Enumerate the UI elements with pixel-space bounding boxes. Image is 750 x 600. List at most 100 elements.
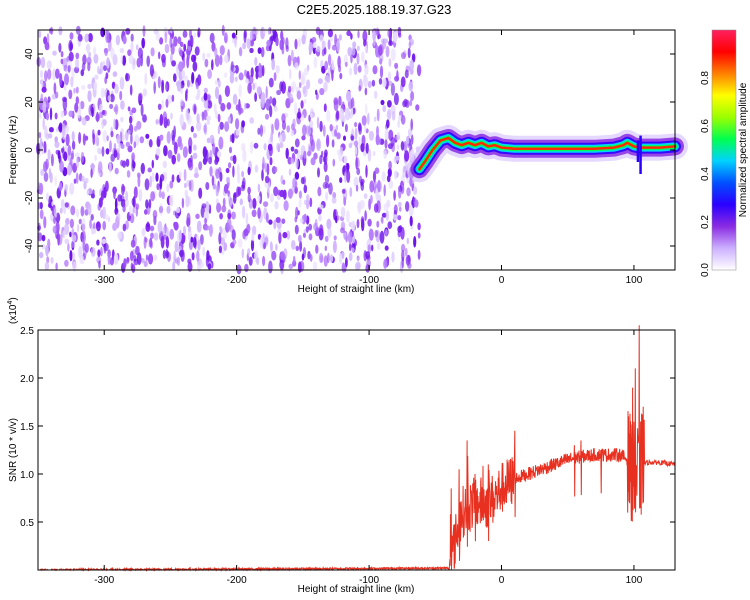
noise-cell	[367, 218, 372, 227]
noise-cell	[215, 168, 220, 179]
noise-cell	[319, 224, 324, 236]
noise-cell	[180, 99, 184, 107]
noise-cell	[65, 133, 70, 146]
noise-cell	[166, 131, 171, 144]
noise-cell	[67, 164, 72, 176]
noise-cell	[392, 214, 398, 221]
noise-cell	[196, 113, 200, 124]
noise-cell	[349, 187, 353, 198]
noise-cell	[135, 44, 139, 51]
noise-cell	[235, 127, 240, 136]
noise-cell	[234, 37, 238, 48]
noise-cell	[359, 199, 365, 210]
noise-cell	[206, 52, 211, 58]
noise-cell	[351, 46, 356, 56]
noise-cell	[281, 218, 286, 224]
noise-cell	[137, 47, 143, 59]
noise-cell	[287, 188, 293, 199]
noise-cell	[214, 158, 219, 165]
noise-cell	[303, 98, 307, 104]
noise-cell	[126, 170, 131, 178]
noise-cell	[167, 94, 173, 104]
noise-cell	[196, 250, 200, 262]
noise-cell	[376, 220, 380, 228]
noise-cell	[183, 182, 187, 189]
noise-cell	[309, 197, 313, 208]
noise-cell	[205, 225, 210, 231]
noise-cell	[360, 142, 365, 153]
noise-cell	[100, 209, 104, 219]
noise-cell	[142, 88, 147, 97]
noise-cell	[333, 235, 337, 241]
noise-cell	[354, 127, 358, 141]
noise-cell	[400, 114, 406, 125]
noise-cell	[59, 207, 63, 214]
noise-cell	[128, 54, 134, 65]
noise-cell	[266, 163, 270, 176]
noise-cell	[319, 34, 324, 43]
noise-cell	[186, 217, 191, 228]
noise-cell	[203, 87, 208, 94]
noise-cell	[295, 157, 299, 169]
noise-cell	[303, 85, 308, 98]
noise-cell	[404, 69, 409, 79]
noise-cell	[339, 253, 343, 265]
noise-cell	[71, 240, 75, 248]
snr-x-ticks: -300 -200 -100 0 100	[94, 330, 643, 586]
noise-cell	[191, 72, 195, 84]
noise-cell	[242, 42, 247, 50]
noise-cell	[407, 47, 411, 59]
noise-cell	[41, 234, 46, 242]
noise-cell	[82, 133, 86, 146]
noise-cell	[224, 54, 229, 64]
noise-cell	[103, 109, 107, 116]
noise-cell	[387, 108, 392, 120]
noise-cell	[257, 183, 261, 193]
noise-cell	[361, 51, 365, 63]
noise-cell	[231, 32, 236, 39]
noise-cell	[375, 45, 380, 58]
noise-cell	[146, 55, 150, 67]
noise-cell	[345, 257, 348, 268]
noise-cell	[406, 237, 409, 245]
noise-cell	[71, 150, 75, 160]
noise-cell	[120, 143, 125, 150]
noise-cell	[39, 202, 43, 210]
noise-cell	[384, 229, 388, 237]
noise-cell	[80, 100, 85, 110]
noise-cell	[255, 72, 259, 80]
noise-cell	[193, 32, 196, 38]
noise-cell	[166, 250, 170, 258]
colorbar-tick-label: 0.2	[700, 215, 711, 229]
noise-cell	[381, 212, 387, 218]
noise-cell	[354, 146, 358, 156]
noise-cell	[355, 156, 358, 170]
noise-cell	[80, 206, 85, 217]
noise-cell	[223, 183, 229, 194]
noise-cell	[343, 232, 347, 241]
noise-cell	[405, 136, 410, 145]
noise-cell	[75, 86, 79, 94]
noise-cell	[219, 45, 225, 56]
noise-cell	[202, 52, 206, 61]
noise-cell	[299, 240, 303, 252]
noise-cell	[147, 253, 154, 265]
noise-cell	[417, 232, 421, 239]
noise-cell	[186, 79, 190, 88]
noise-cell	[200, 234, 204, 245]
noise-cell	[396, 144, 400, 151]
noise-cell	[326, 110, 331, 123]
noise-cell	[70, 205, 76, 216]
noise-cell	[179, 49, 184, 57]
noise-cell	[100, 190, 105, 201]
noise-cell	[164, 31, 168, 44]
noise-cell	[197, 74, 202, 86]
noise-cell	[231, 229, 236, 241]
noise-cell	[209, 224, 213, 237]
noise-cell	[315, 89, 318, 96]
noise-cell	[315, 26, 321, 35]
noise-cell	[299, 218, 304, 224]
noise-cell	[265, 212, 269, 223]
noise-cell	[252, 198, 257, 209]
noise-cell	[67, 243, 70, 252]
